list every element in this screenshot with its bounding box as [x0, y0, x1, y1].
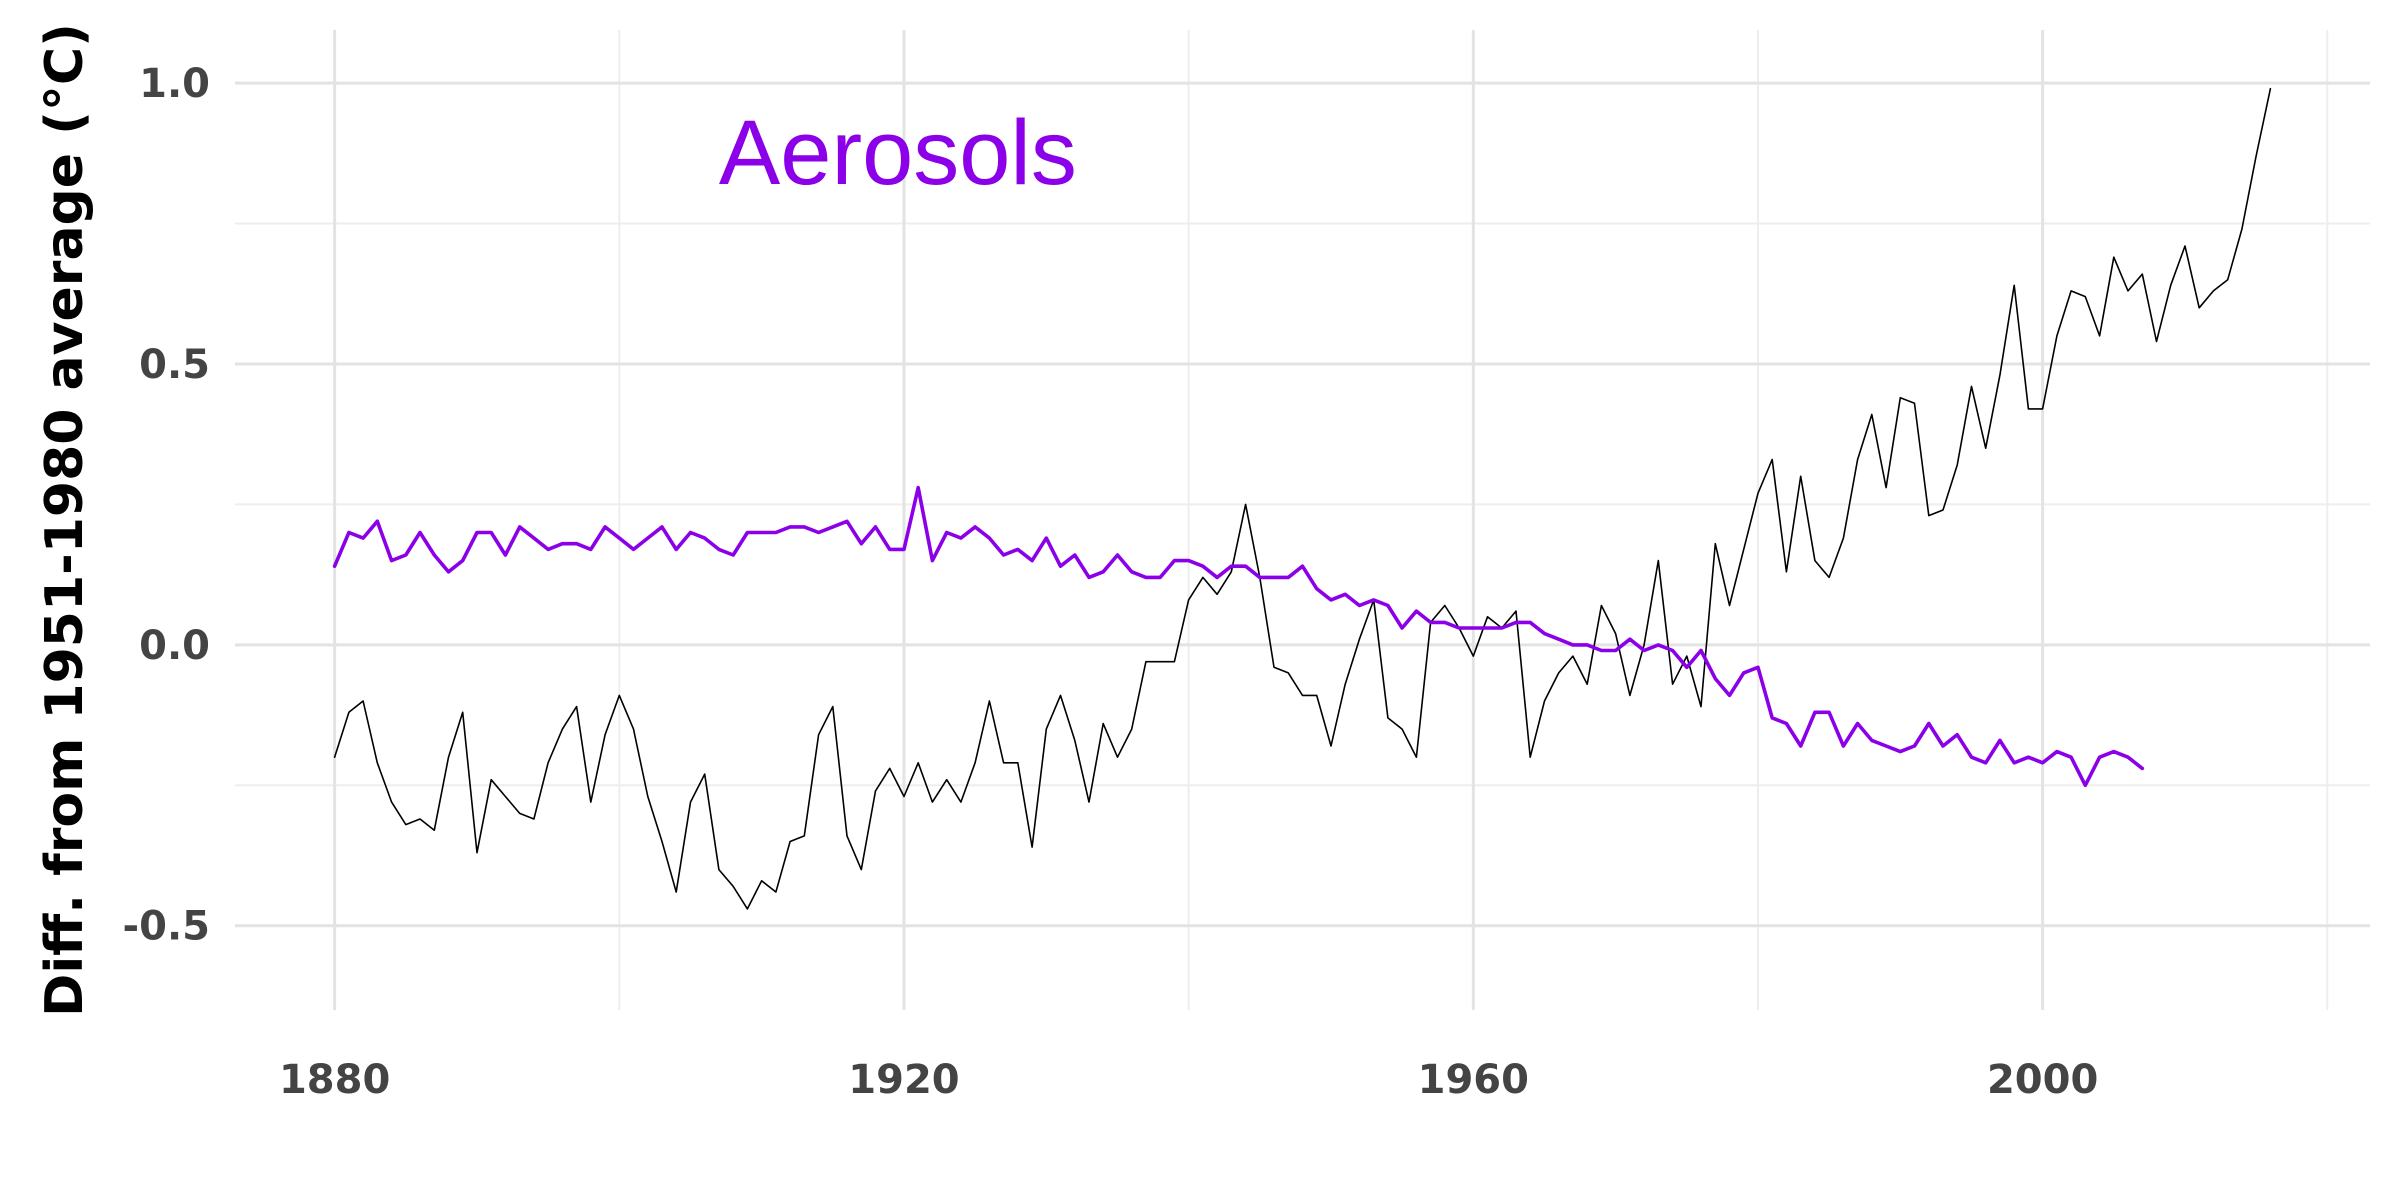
x-tick-labels: 1880 1920 1960 2000	[279, 1057, 2098, 1103]
y-tick-labels: -0.5 0.0 0.5 1.0	[123, 61, 210, 950]
y-tick-label: 1.0	[139, 61, 210, 107]
grid-lines	[235, 30, 2370, 1010]
aerosols-line	[332, 485, 2145, 788]
aerosols-annotation: Aerosols	[719, 102, 1077, 204]
y-tick-label: 0.5	[139, 342, 210, 388]
observed-temperature-line	[333, 87, 2272, 910]
x-tick-label: 1880	[279, 1057, 390, 1103]
y-tick-label: -0.5	[123, 904, 210, 950]
data-series	[332, 87, 2272, 910]
y-tick-label: 0.0	[139, 623, 210, 669]
x-tick-label: 2000	[1987, 1057, 2098, 1103]
x-tick-label: 1960	[1418, 1057, 1529, 1103]
x-tick-label: 1920	[848, 1057, 959, 1103]
y-axis-label: Diff. from 1951-1980 average (°C)	[35, 23, 95, 1017]
